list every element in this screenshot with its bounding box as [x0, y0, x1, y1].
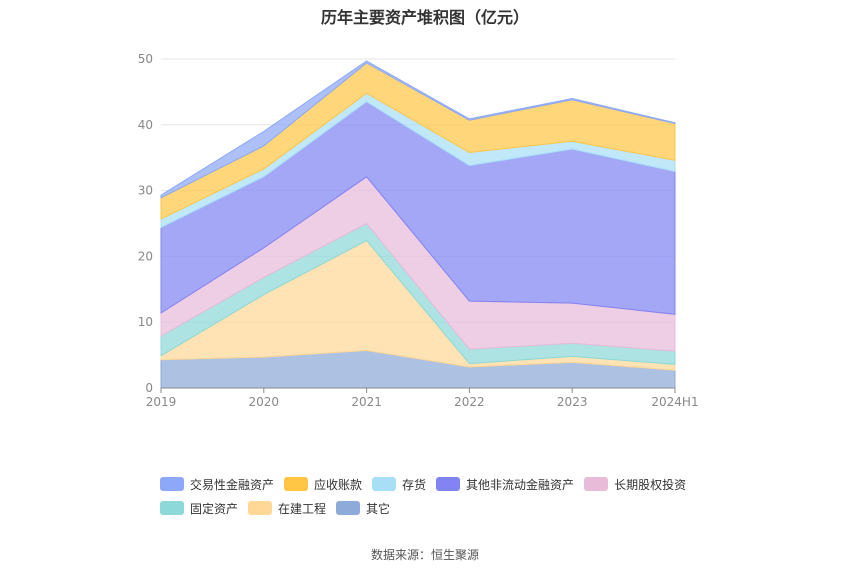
- y-tick-label: 50: [138, 52, 153, 66]
- legend-row: 交易性金融资产 应收账款 存货 其他非流动金融资产 长期股权投资: [160, 472, 720, 496]
- area-series: [160, 60, 676, 199]
- x-tick-label: 2024H1: [651, 395, 698, 409]
- x-tick-label: 2019: [146, 395, 177, 409]
- legend-label: 其它: [366, 501, 391, 516]
- legend-item[interactable]: 长期股权投资: [584, 476, 686, 493]
- y-tick-label: 0: [145, 381, 153, 395]
- legend-swatch: [284, 477, 309, 491]
- legend-label: 其他非流动金融资产: [466, 477, 575, 492]
- legend-row: 固定资产 在建工程 其它: [160, 496, 720, 520]
- x-tick-label: 2021: [351, 395, 382, 409]
- stacked-area-chart: 0 10 20 30 40 50 2019 2020 2021 2022 2023 2024H1: [138, 52, 699, 409]
- legend-item[interactable]: 固定资产: [160, 500, 238, 517]
- legend-swatch: [436, 477, 461, 491]
- x-tick-label: 2023: [557, 395, 588, 409]
- legend-swatch: [336, 501, 361, 515]
- legend-label: 长期股权投资: [614, 477, 687, 492]
- legend-swatch: [584, 477, 609, 491]
- legend-item[interactable]: 其他非流动金融资产: [436, 476, 574, 493]
- legend-item[interactable]: 交易性金融资产: [160, 476, 274, 493]
- legend-swatch: [160, 501, 184, 515]
- y-tick-label: 40: [138, 118, 153, 132]
- legend-label: 存货: [402, 477, 427, 492]
- legend-item[interactable]: 存货: [372, 476, 426, 493]
- legend-swatch: [160, 477, 184, 491]
- chart-legend: 交易性金融资产 应收账款 存货 其他非流动金融资产 长期股权投资 固定资产 在建工程 其它: [160, 472, 720, 520]
- legend-item[interactable]: 在建工程: [248, 500, 326, 517]
- legend-swatch: [248, 501, 273, 515]
- legend-label: 交易性金融资产: [190, 477, 275, 492]
- legend-item[interactable]: 其它: [336, 500, 390, 517]
- y-tick-label: 20: [138, 249, 153, 263]
- y-tick-label: 30: [138, 184, 153, 198]
- legend-item[interactable]: 应收账款: [284, 476, 362, 493]
- legend-label: 固定资产: [190, 501, 239, 516]
- y-tick-label: 10: [138, 315, 153, 329]
- x-tick-label: 2020: [249, 395, 280, 409]
- chart-title: 历年主要资产堆积图（亿元）: [320, 8, 529, 27]
- legend-label: 应收账款: [314, 477, 363, 492]
- legend-swatch: [372, 477, 397, 491]
- data-source-note: 数据来源：恒生聚源: [370, 548, 479, 562]
- legend-label: 在建工程: [278, 501, 327, 516]
- x-tick-label: 2022: [454, 395, 485, 409]
